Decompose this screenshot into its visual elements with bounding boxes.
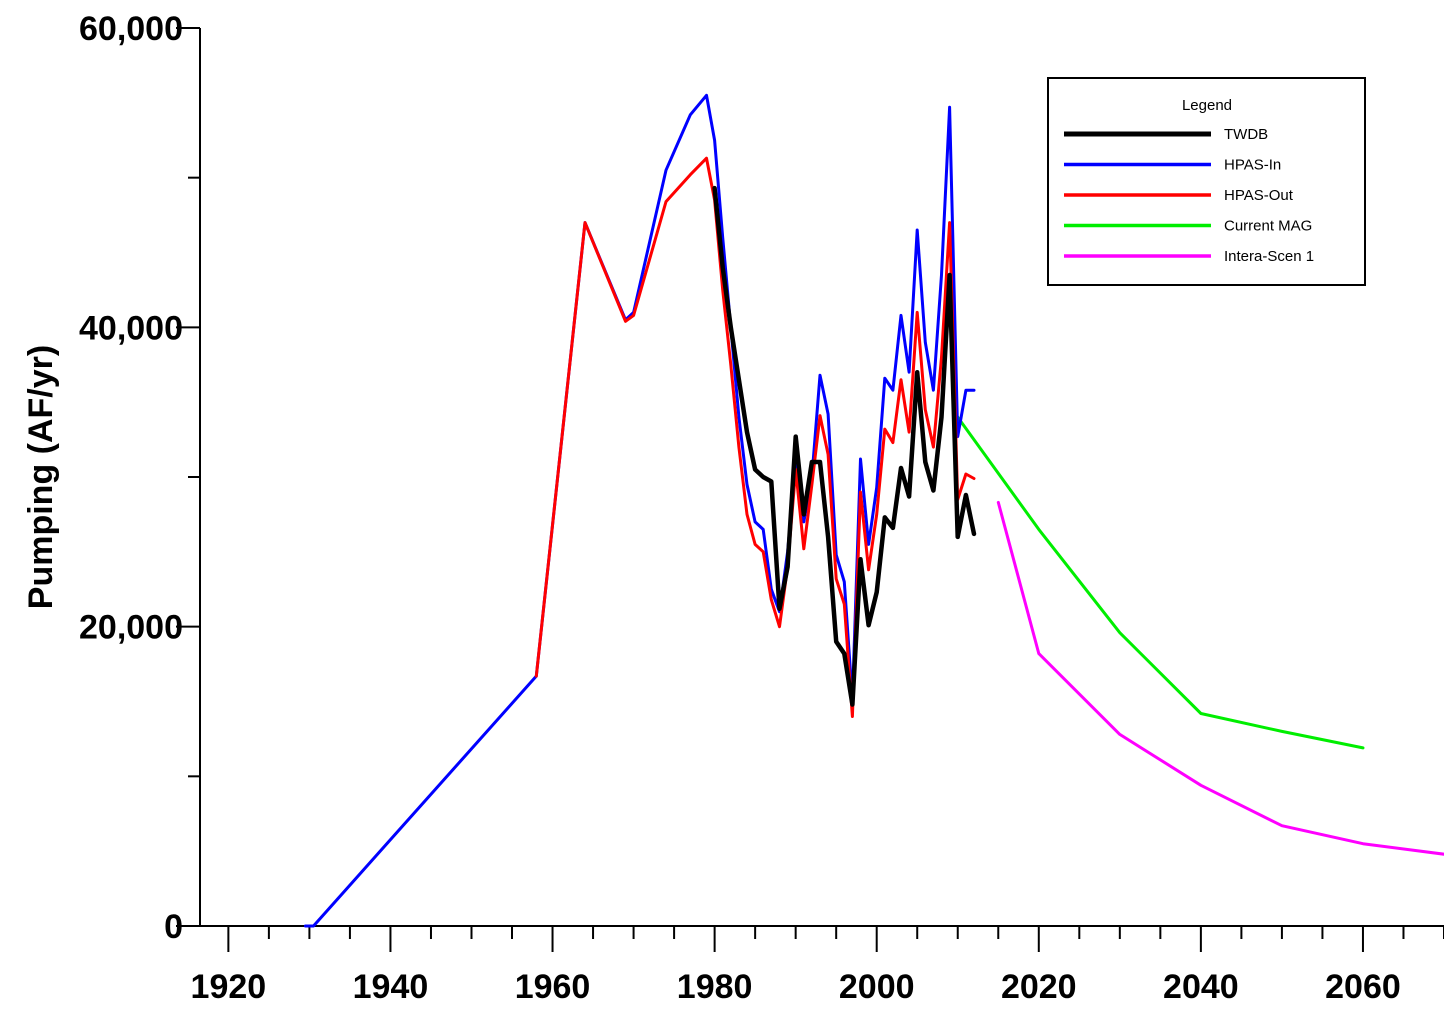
x-tick-label: 1980	[677, 968, 753, 1006]
legend-label: HPAS-Out	[1224, 187, 1294, 204]
legend-items: TWDB HPAS-In HPAS-Out Current MAG Intera-Sce…	[1064, 126, 1314, 265]
y-axis-title: Pumping (AF/yr)	[22, 345, 60, 609]
series-line-hpas-out	[534, 156, 976, 718]
series-line-twdb	[712, 185, 977, 707]
series-line-hpas-in	[303, 93, 976, 928]
legend-title: Legend	[1182, 97, 1232, 114]
y-tick-label: 40,000	[79, 309, 183, 347]
y-tick-label: 20,000	[79, 609, 183, 647]
y-tick-label: 60,000	[79, 10, 183, 48]
legend-box	[1047, 77, 1366, 286]
legend-label: Current MAG	[1224, 218, 1312, 235]
series-line-intera-scen-1	[996, 500, 1444, 856]
x-tick-label: 2040	[1163, 968, 1239, 1006]
y-tick-label: 0	[164, 908, 183, 946]
legend-label: TWDB	[1224, 126, 1268, 143]
x-tick-label: 2020	[1001, 968, 1077, 1006]
x-tick-label: 2060	[1325, 968, 1401, 1006]
x-tick-label: 2000	[839, 968, 915, 1006]
legend-label: Intera-Scen 1	[1224, 248, 1314, 265]
legend: Legend TWDB HPAS-In HPAS-Out Current MAG Int…	[1047, 77, 1366, 286]
legend-label: HPAS-In	[1224, 157, 1281, 174]
axes: 0 20,000 40,000 60,000 1920 1940 1960 1980 2000 2…	[79, 10, 1444, 1006]
x-tick-label: 1960	[515, 968, 591, 1006]
series-line-current-mag	[956, 415, 1365, 750]
x-tick-label: 1940	[353, 968, 429, 1006]
series-layer	[303, 93, 1444, 928]
x-tick-label: 1920	[191, 968, 267, 1006]
